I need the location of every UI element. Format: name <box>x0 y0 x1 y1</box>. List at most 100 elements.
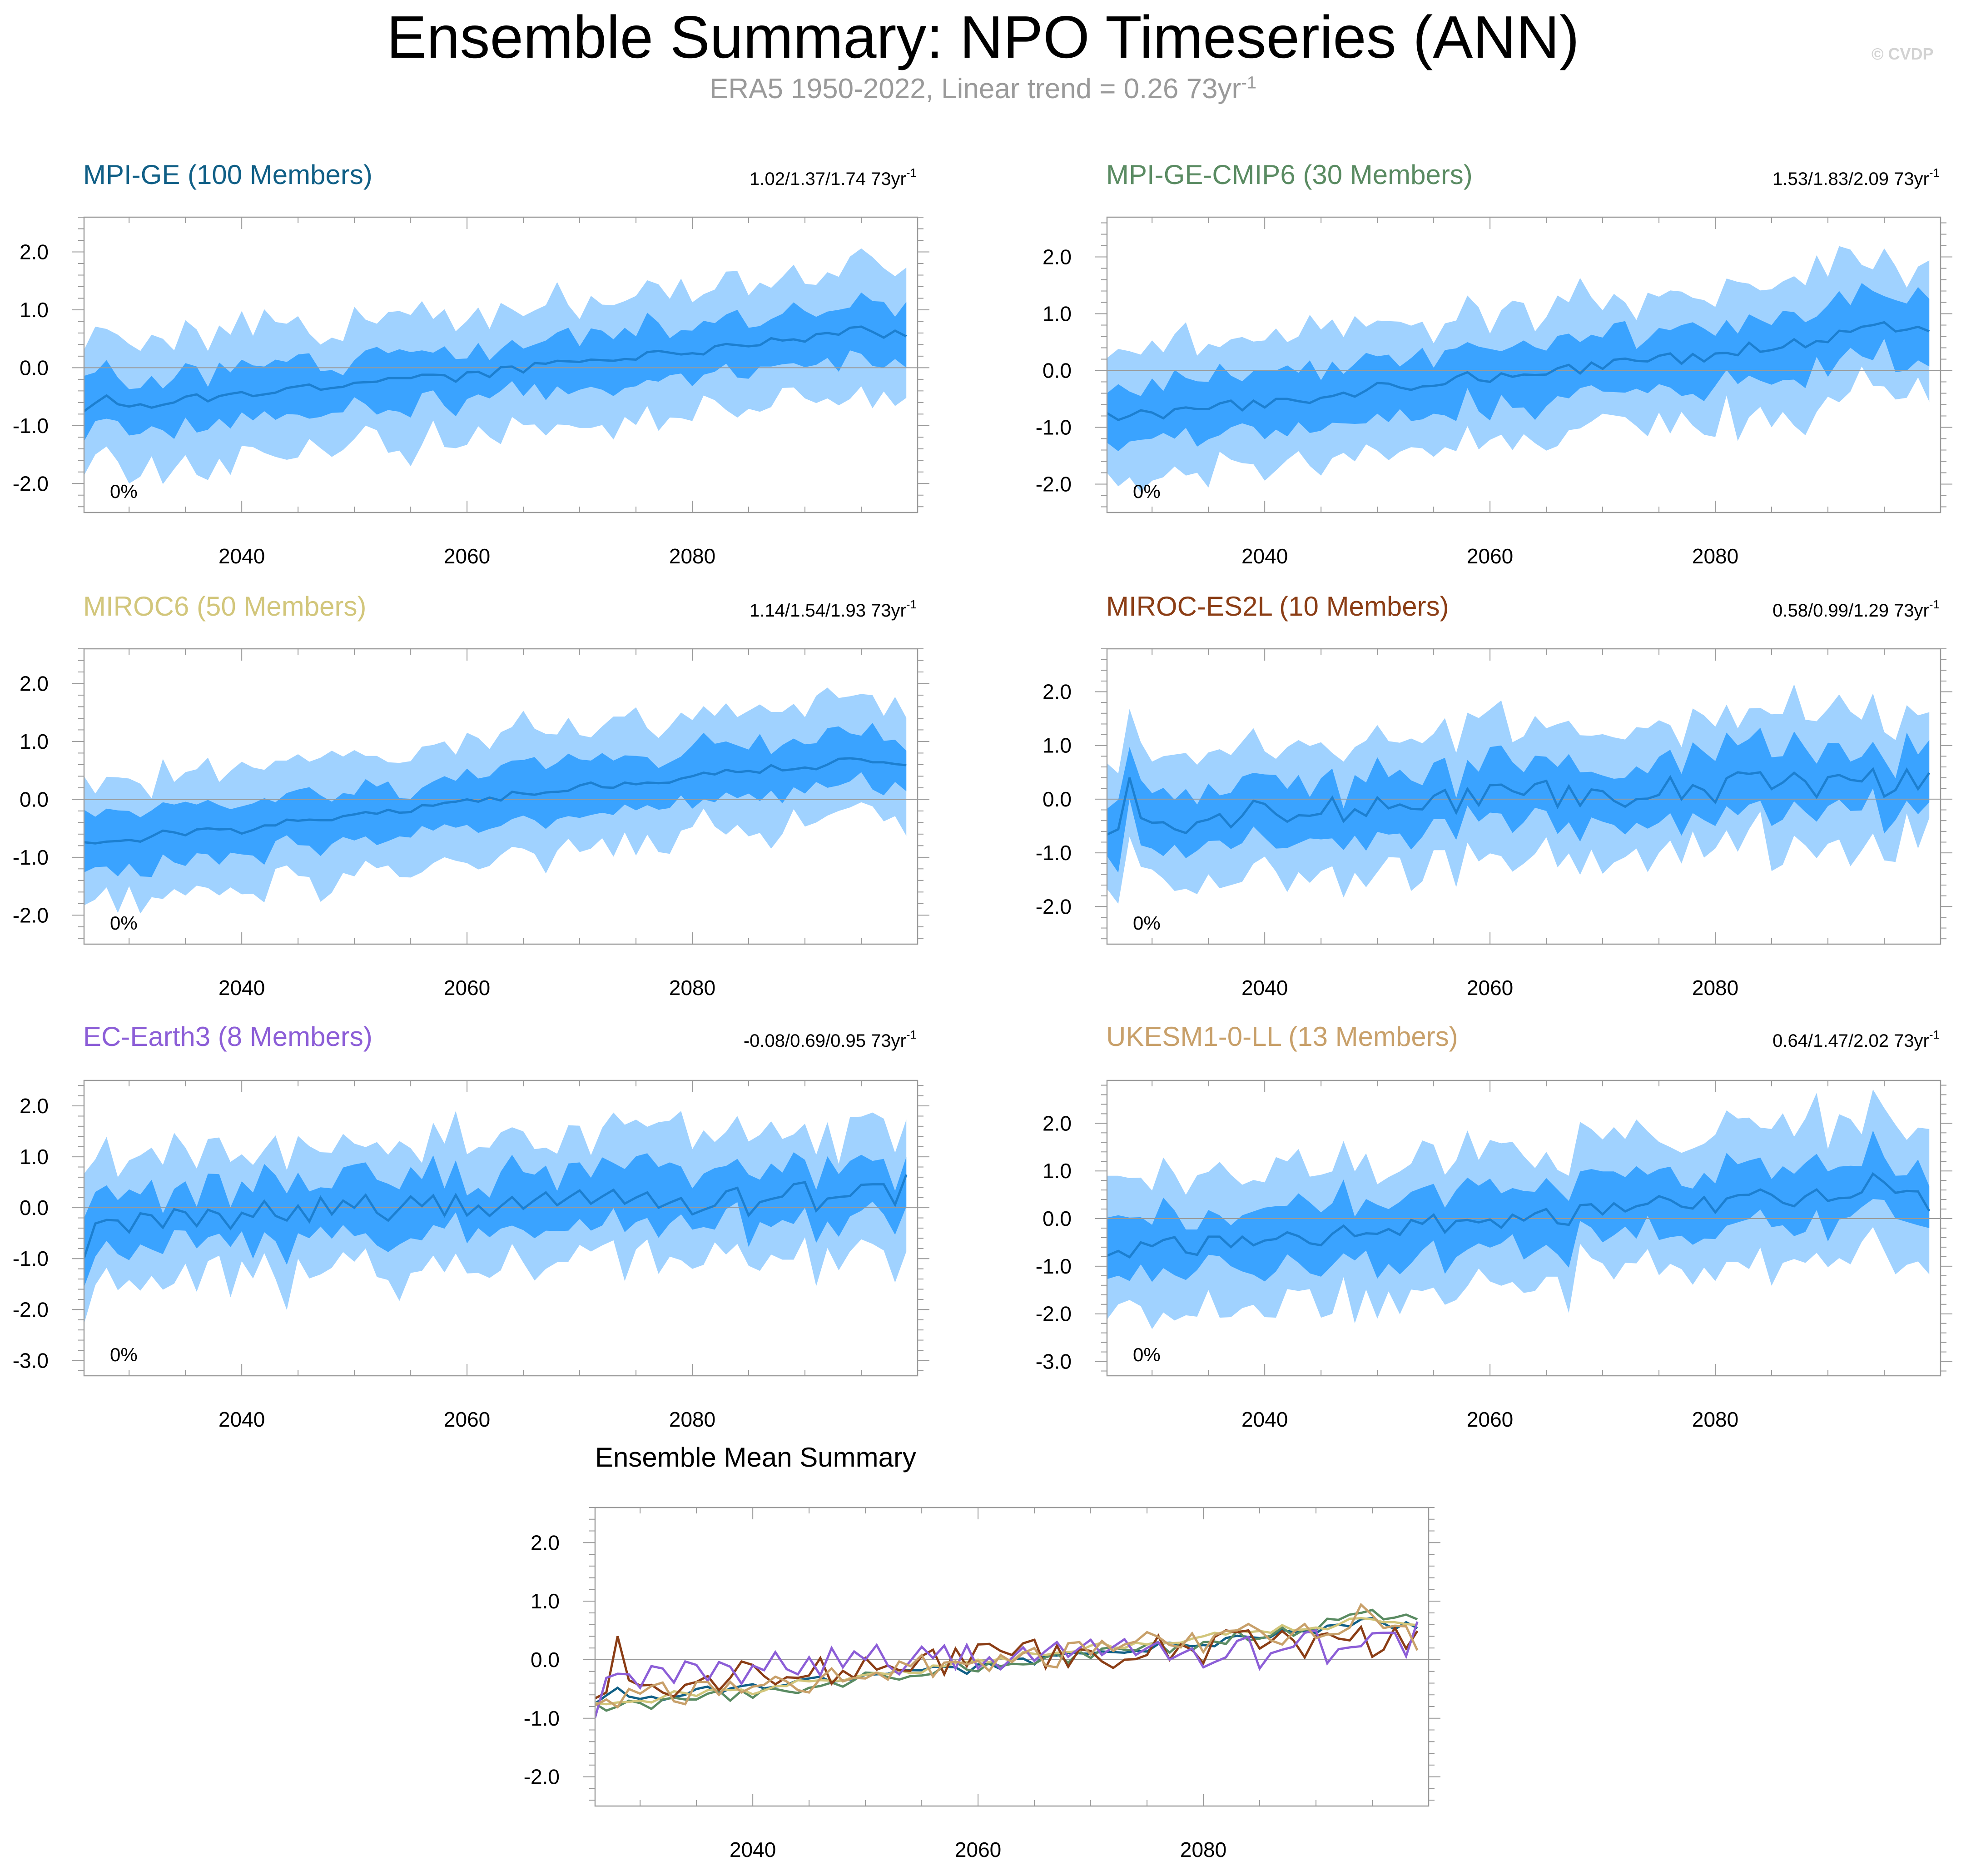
trend-exponent: -1 <box>1929 1028 1940 1041</box>
ensemble-mean-line <box>84 757 907 845</box>
x-tick-label: 2060 <box>955 1838 1001 1861</box>
panel-2: 2040 2060 2080 2.0 1.0 0.0 -1.0 -2.0 MPI-GE-CMIP… <box>1036 159 1952 568</box>
y-tick-label: 1.0 <box>1043 1159 1072 1183</box>
ensemble-mean-line <box>1107 767 1931 836</box>
ensemble-mean-line <box>84 1174 908 1259</box>
watermark: © CVDP <box>1872 45 1934 63</box>
panel-3: 2040 2060 2080 2.0 1.0 0.0 -1.0 -2.0 MIROC6 (50 … <box>13 591 929 1000</box>
x-tick-label: 2040 <box>218 1408 265 1431</box>
plot-frame <box>594 1507 1430 1807</box>
trend-value: 1.53/1.83/2.09 73yr <box>1772 169 1929 189</box>
x-tick-label: 2060 <box>444 544 490 568</box>
x-tick-label: 2040 <box>218 976 265 1000</box>
panel-1: 2040 2060 2080 2.0 1.0 0.0 -1.0 -2.0 MPI-GE (100… <box>13 159 929 568</box>
plot-frame <box>83 648 918 945</box>
x-tick-label: 2060 <box>444 1408 490 1431</box>
ensemble-mean-line <box>1107 321 1930 422</box>
plot-area <box>595 1602 1429 1718</box>
series-line-ukesm1-0-ll <box>595 1602 1419 1709</box>
percent-label: 0% <box>110 912 138 934</box>
page-subtitle: ERA5 1950-2022, Linear trend = 0.26 73yr… <box>0 73 1966 105</box>
series-line-miroc-es2l <box>595 1624 1419 1700</box>
x-tick-label: 2060 <box>1467 544 1513 568</box>
y-tick-label: 2.0 <box>20 672 49 695</box>
y-tick-label: -2.0 <box>1036 473 1072 496</box>
percent-label: 0% <box>1133 481 1161 502</box>
y-tick-label: 2.0 <box>1043 1111 1072 1135</box>
x-tick-label: 2080 <box>1692 1408 1738 1431</box>
y-tick-label: -1.0 <box>13 1247 49 1270</box>
panel-title: EC-Earth3 (8 Members) <box>83 1021 372 1052</box>
plot-area <box>1107 684 1941 904</box>
x-tick-label: 2060 <box>444 976 490 1000</box>
y-tick-label: 2.0 <box>1043 245 1072 269</box>
panel-title: MPI-GE-CMIP6 (30 Members) <box>1106 159 1473 190</box>
trend-value: 1.14/1.54/1.93 73yr <box>750 601 906 621</box>
y-tick-label: 2.0 <box>20 240 49 264</box>
ensemble-mean-line <box>84 325 907 413</box>
panel-4: 2040 2060 2080 2.0 1.0 0.0 -1.0 -2.0 MIROC-ES2L … <box>1036 591 1952 1000</box>
y-tick-label: -2.0 <box>13 472 49 495</box>
y-tick-label: -1.0 <box>13 846 49 869</box>
x-tick-label: 2040 <box>218 544 265 568</box>
y-tick-label: -1.0 <box>1036 841 1072 865</box>
plot-area <box>84 1111 918 1324</box>
y-tick-label: 0.0 <box>1043 359 1072 383</box>
page-title: Ensemble Summary: NPO Timeseries (ANN) <box>387 4 1579 70</box>
trend-label: 1.02/1.37/1.74 73yr-1 <box>750 166 917 189</box>
x-tick-label: 2080 <box>1692 976 1738 1000</box>
y-tick-label: 1.0 <box>20 298 49 322</box>
y-tick-label: 0.0 <box>1043 1207 1072 1230</box>
x-tick-label: 2080 <box>669 1408 715 1431</box>
y-tick-label: -2.0 <box>13 1298 49 1321</box>
y-tick-label: 1.0 <box>20 1145 49 1169</box>
x-tick-label: 2080 <box>669 976 715 1000</box>
inner-range-band <box>84 292 907 442</box>
inner-range-band <box>84 1152 907 1287</box>
ensemble-mean-line <box>1107 1172 1931 1259</box>
y-tick-label: 0.0 <box>531 1648 560 1672</box>
percent-label: 0% <box>1133 1344 1161 1365</box>
panel-6: 2040 2060 2080 2.0 1.0 0.0 -1.0 -2.0 -3.0 UKESM1-… <box>1036 1021 1952 1431</box>
panel-title: MIROC6 (50 Members) <box>83 591 366 622</box>
trend-label: -0.08/0.69/0.95 73yr-1 <box>744 1028 917 1051</box>
subtitle-text: ERA5 1950-2022, Linear trend = 0.26 73yr <box>710 73 1241 104</box>
trend-value: 0.58/0.99/1.29 73yr <box>1772 601 1929 621</box>
panel-5: 2040 2060 2080 2.0 1.0 0.0 -1.0 -2.0 -3.0 EC-Eart… <box>13 1021 929 1431</box>
percent-label: 0% <box>110 1344 138 1365</box>
y-tick-label: 1.0 <box>531 1589 560 1613</box>
y-tick-label: -1.0 <box>13 414 49 438</box>
y-tick-label: 1.0 <box>1043 302 1072 326</box>
trend-value: -0.08/0.69/0.95 73yr <box>744 1031 906 1051</box>
y-tick-label: -2.0 <box>1036 895 1072 918</box>
trend-exponent: -1 <box>1929 166 1940 179</box>
subtitle-exponent: -1 <box>1241 73 1256 93</box>
trend-value: 0.64/1.47/2.02 73yr <box>1772 1031 1929 1051</box>
panel-title: MIROC-ES2L (10 Members) <box>1106 591 1449 622</box>
y-tick-label: -1.0 <box>1036 416 1072 439</box>
summary-title: Ensemble Mean Summary <box>595 1442 916 1473</box>
y-tick-label: 2.0 <box>531 1531 560 1554</box>
y-tick-label: -2.0 <box>1036 1302 1072 1326</box>
trend-label: 0.58/0.99/1.29 73yr-1 <box>1772 597 1940 621</box>
trend-exponent: -1 <box>906 1028 917 1041</box>
series-line-ec-earth3 <box>595 1621 1419 1718</box>
y-tick-label: 0.0 <box>20 787 49 811</box>
y-tick-label: -3.0 <box>1036 1350 1072 1373</box>
y-tick-label: -3.0 <box>13 1349 49 1372</box>
x-tick-label: 2040 <box>1241 976 1288 1000</box>
percent-label: 0% <box>1133 912 1161 934</box>
x-tick-label: 2040 <box>730 1838 776 1861</box>
x-tick-label: 2080 <box>1692 544 1738 568</box>
y-tick-label: 1.0 <box>1043 734 1072 757</box>
trend-exponent: -1 <box>906 597 917 611</box>
trend-label: 1.14/1.54/1.93 73yr-1 <box>750 597 917 621</box>
y-tick-label: 2.0 <box>20 1094 49 1118</box>
trend-exponent: -1 <box>1929 597 1940 611</box>
y-tick-label: 0.0 <box>1043 787 1072 811</box>
x-tick-label: 2040 <box>1241 1408 1288 1431</box>
y-tick-label: 2.0 <box>1043 680 1072 704</box>
y-tick-label: -2.0 <box>13 903 49 927</box>
trend-label: 0.64/1.47/2.02 73yr-1 <box>1772 1028 1940 1051</box>
